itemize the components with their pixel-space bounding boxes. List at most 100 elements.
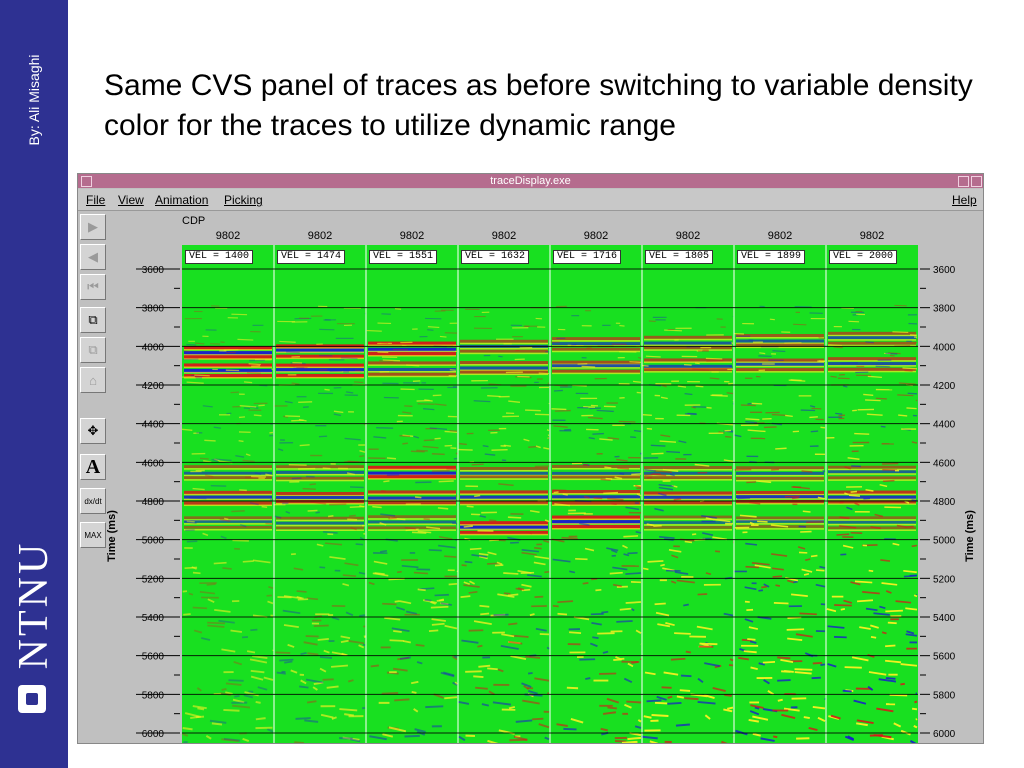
reflector-band — [828, 365, 916, 367]
annotate-icon[interactable]: A — [80, 454, 106, 480]
trace-stroke — [583, 406, 596, 408]
trace-stroke — [448, 582, 458, 586]
trace-stroke — [290, 669, 298, 674]
trace-stroke — [381, 691, 399, 695]
trace-stroke — [777, 679, 791, 682]
trace-stroke — [623, 553, 630, 557]
trace-stroke — [771, 567, 784, 571]
copy-windows-icon[interactable]: ⧉ — [80, 307, 106, 333]
move-icon[interactable]: ✥ — [80, 418, 106, 444]
trace-stroke — [316, 543, 324, 547]
reflector-band — [460, 498, 548, 501]
trace-stroke — [508, 400, 521, 403]
trace-stroke — [406, 364, 420, 367]
left-axis-title: Time (ms) — [105, 510, 118, 562]
reflector-band — [276, 373, 364, 378]
window-titlebar[interactable]: traceDisplay.exe — [78, 174, 983, 188]
trace-stroke — [904, 369, 913, 372]
trace-stroke — [862, 590, 880, 595]
menu-animation[interactable]: Animation — [155, 193, 209, 207]
play-forward-icon[interactable]: ▶ — [80, 214, 106, 240]
reflector-band — [368, 465, 456, 470]
go-first-icon[interactable]: ⏮ — [80, 274, 106, 300]
trace-stroke — [252, 655, 268, 659]
trace-stroke — [508, 705, 516, 710]
trace-stroke — [192, 705, 207, 710]
trace-stroke — [529, 613, 535, 617]
seismic-display[interactable]: VEL = 1400 VEL = 1474 VEL = 1551 VEL = 1632… — [182, 245, 918, 743]
trace-stroke — [370, 664, 380, 668]
reflector-band — [460, 469, 548, 472]
menu-picking[interactable]: Picking — [224, 193, 263, 207]
slide-sidebar: By: Ali Misaghi NTNU — [0, 0, 68, 768]
right-axis-tick-label: 4600 — [933, 458, 956, 469]
ntnu-logo-text: NTNU — [11, 540, 57, 670]
reflector-band — [460, 466, 548, 470]
maximize-window-icon[interactable] — [971, 176, 982, 187]
trace-stroke — [196, 687, 202, 692]
trace-stroke — [818, 337, 826, 339]
trace-stroke — [668, 548, 682, 553]
menu-help[interactable]: Help — [952, 193, 977, 207]
trace-stroke — [331, 651, 348, 657]
clear-icon[interactable]: ⌂ — [80, 367, 106, 393]
trace-stroke — [570, 718, 584, 724]
reflector-band — [184, 351, 272, 356]
trace-stroke — [553, 491, 559, 494]
reflector-band — [552, 525, 640, 530]
trace-stroke — [614, 476, 623, 480]
reflector-band — [276, 351, 364, 354]
menu-view[interactable]: View — [118, 193, 144, 207]
trace-stroke — [885, 609, 903, 613]
stack-windows-icon[interactable]: ⧉ — [80, 337, 106, 363]
reflector-band — [552, 490, 640, 494]
trace-stroke — [275, 651, 291, 654]
trace-stroke — [635, 484, 642, 489]
left-axis-tick-label: 5600 — [142, 652, 165, 663]
minimize-icon[interactable] — [958, 176, 969, 187]
cdp-row: 9802 9802 9802 9802 9802 9802 9802 9802 — [182, 230, 918, 244]
reflector-band — [644, 466, 732, 469]
trace-stroke — [882, 479, 895, 482]
derivative-icon[interactable]: dx/dt — [80, 488, 106, 514]
trace-stroke — [454, 681, 458, 686]
reflector-band — [368, 375, 456, 378]
play-backward-icon[interactable]: ◀ — [80, 244, 106, 270]
reflector-band — [828, 360, 916, 362]
reflector-band — [644, 515, 732, 519]
trace-stroke — [809, 416, 818, 419]
trace-stroke — [417, 530, 432, 534]
reflector-band — [460, 500, 548, 505]
trace-stroke — [773, 602, 789, 605]
trace-stroke — [508, 640, 523, 645]
trace-stroke — [340, 357, 358, 360]
trace-stroke — [889, 693, 908, 697]
trace-stroke — [299, 444, 310, 447]
maximize-icon[interactable]: MAX — [80, 522, 106, 548]
reflector-band — [460, 369, 548, 372]
trace-stroke — [702, 532, 714, 536]
trace-stroke — [533, 561, 546, 566]
trace-stroke — [225, 682, 242, 686]
reflector-band — [828, 519, 916, 521]
trace-stroke — [733, 434, 742, 438]
trace-stroke — [850, 490, 858, 493]
trace-stroke — [623, 535, 639, 538]
reflector-band — [736, 466, 824, 470]
trace-stroke — [487, 395, 501, 398]
window-menu-icon[interactable] — [81, 176, 92, 187]
trace-stroke — [233, 661, 243, 666]
trace-stroke — [232, 539, 249, 542]
trace-stroke — [528, 689, 538, 695]
trace-stroke — [369, 735, 387, 741]
trace-stroke — [694, 463, 710, 467]
trace-stroke — [705, 572, 712, 576]
trace-stroke — [606, 697, 620, 704]
trace-stroke — [192, 606, 208, 610]
trace-stroke — [592, 432, 604, 435]
menu-file[interactable]: File — [86, 193, 106, 207]
trace-stroke — [535, 445, 541, 449]
reflector-band — [644, 476, 732, 479]
trace-stroke — [791, 593, 808, 597]
trace-stroke — [291, 419, 304, 422]
